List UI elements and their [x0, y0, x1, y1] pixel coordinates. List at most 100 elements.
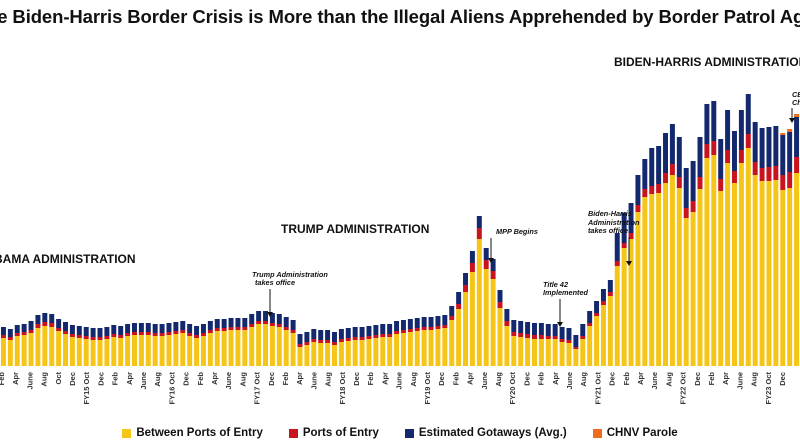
bar-segment-between [166, 335, 172, 366]
bar-segment-gotaways [725, 110, 731, 150]
x-tick-label: Aug [153, 372, 162, 387]
bar-segment-gotaways [566, 328, 572, 340]
bar-segment-between [207, 333, 213, 366]
bar-segment-ports [483, 260, 489, 269]
bar-segment-between [780, 190, 786, 366]
bar-segment-gotaways [56, 319, 62, 328]
bar-segment-ports [173, 331, 179, 334]
bar-segment-gotaways [773, 126, 779, 166]
administration-label: BIDEN-HARRIS ADMINISTRATION [614, 55, 800, 69]
bar-segment-gotaways [787, 132, 793, 172]
bar-segment-between [242, 330, 248, 366]
bar-segment-gotaways [676, 137, 682, 177]
bar-segment-gotaways [366, 326, 372, 336]
bar-segment-gotaways [718, 139, 724, 179]
bar-segment-between [663, 183, 668, 366]
bar-segment-gotaways [332, 332, 337, 342]
bar-segment-gotaways [683, 168, 689, 208]
bar-segment-ports [263, 321, 268, 324]
bar-segment-between [697, 189, 703, 366]
bar-segment-ports [690, 201, 696, 212]
bar-segment-between [469, 272, 475, 366]
bar-segment-between [366, 339, 372, 366]
bar-segment-gotaways [35, 315, 41, 324]
bar-segment-gotaways [642, 159, 648, 189]
legend-swatch-ports-of-entry [288, 428, 298, 438]
bar-segment-ports [221, 328, 227, 331]
bar-segment-between [276, 327, 282, 366]
bar-segment-ports [7, 337, 13, 340]
bar-segment-between [538, 339, 544, 366]
x-tick-label: FY22 Oct [679, 372, 688, 405]
bar-segment-gotaways [711, 101, 717, 141]
bar-segment-ports [456, 304, 462, 309]
bar-segment-ports [400, 330, 406, 333]
bar-segment-gotaways [269, 313, 275, 323]
bar-segment-ports [187, 333, 193, 336]
bar-segment-gotaways [373, 325, 379, 335]
x-tick-label: June [480, 372, 489, 390]
bar-segment-between [683, 218, 689, 366]
x-tick-label: Feb [622, 372, 631, 386]
bar-segment-between [704, 158, 710, 366]
bar-segment-between [725, 163, 731, 366]
legend-item-chnv-parole: CHNV Parole [592, 424, 678, 442]
legend-swatch-gotaways [404, 428, 414, 438]
bar-segment-ports [366, 336, 372, 339]
bar-segment-ports [56, 328, 62, 331]
mpp-begins-arrow-arrowhead [488, 258, 494, 263]
bar-segment-between [21, 335, 27, 366]
bar-segment-ports [497, 302, 503, 308]
bar-segment-between [69, 337, 75, 366]
bar-segment-ports [249, 324, 255, 327]
x-tick-label: FY19 Oct [423, 372, 432, 405]
bar-segment-between [442, 328, 448, 366]
bar-segment-ports [132, 332, 137, 335]
x-tick-label: Aug [750, 372, 759, 387]
bar-segment-between [187, 336, 193, 366]
bar-segment-between [463, 292, 468, 366]
bar-segment-gotaways [759, 128, 765, 168]
x-tick-label: Dec [437, 372, 446, 386]
bar-segment-ports [566, 340, 572, 343]
bar-segment-gotaways [297, 334, 303, 344]
bar-segment-between [297, 347, 303, 366]
bar-segment-gotaways [525, 322, 531, 334]
bar-segment-between [380, 337, 386, 366]
bar-segment-between [0, 338, 6, 366]
bar-segment-ports [325, 340, 331, 343]
bar-segment-gotaways [28, 321, 34, 330]
bar-segment-gotaways [483, 248, 489, 260]
bar-segment-ports [504, 321, 510, 326]
bar-segment-between [552, 339, 558, 366]
bar-segment-ports [683, 208, 689, 218]
bar-segment-ports [69, 334, 75, 337]
bar-segment-gotaways [49, 314, 55, 323]
x-tick-label: Oct [54, 372, 63, 385]
bar-segment-ports [642, 189, 648, 197]
event-annotation: CB [792, 90, 800, 99]
bar-segment-gotaways [207, 321, 213, 330]
x-tick-label: FY16 Oct [167, 372, 176, 405]
bar-segment-between [214, 331, 220, 366]
bar-segment-ports [669, 164, 675, 175]
bar-segment-gotaways [732, 131, 737, 171]
bar-segment-ports [180, 330, 186, 333]
bar-segment-ports [256, 321, 262, 324]
bar-segment-ports [573, 347, 579, 349]
bar-segment-between [180, 333, 186, 366]
bar-segment-between [83, 339, 89, 366]
bar-segment-ports [394, 331, 400, 334]
bar-segment-gotaways [104, 327, 110, 336]
bar-segment-ports [676, 177, 682, 188]
bar-segment-ports [338, 339, 344, 342]
event-annotation: takes office [255, 278, 295, 287]
bar-segment-between [490, 279, 496, 366]
bar-segment-between [145, 335, 151, 366]
x-tick-label: Dec [68, 372, 77, 386]
bar-segment-gotaways [97, 328, 103, 337]
bar-segment-gotaways [21, 324, 27, 332]
bar-segment-gotaways [407, 319, 413, 329]
bar-segment-gotaways [338, 329, 344, 339]
bar-segment-ports [545, 336, 551, 339]
